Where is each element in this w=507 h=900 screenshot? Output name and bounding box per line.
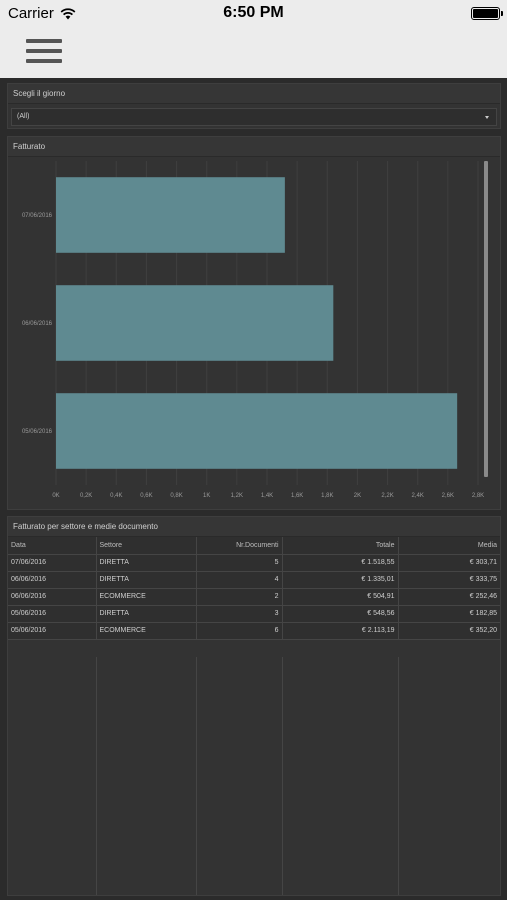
table-row[interactable]: 05/06/2016 ECOMMERCE 6 € 2.113,19 € 352,… <box>8 622 500 640</box>
revenue-chart-panel: Fatturato 0K 0,2K 0,4K 0,6K 0,8K 1K 1,2K 1,4K 1,… <box>7 136 501 510</box>
cell-sector: ECOMMERCE <box>96 622 197 640</box>
cell-average: € 182,85 <box>398 605 500 623</box>
x-tick-label: 1,4K <box>261 493 273 499</box>
cell-sector: DIRETTA <box>96 571 197 589</box>
column-divider <box>96 657 97 895</box>
sector-table-title: Fatturato per settore e medie documento <box>8 517 500 537</box>
bar <box>56 177 285 253</box>
day-select-value: (All) <box>17 113 30 120</box>
column-header-date[interactable]: Data <box>8 537 97 555</box>
cell-doc-count: 3 <box>196 605 283 623</box>
chevron-down-icon <box>485 116 489 119</box>
cell-average: € 333,75 <box>398 571 500 589</box>
y-category-label: 07/06/2016 <box>22 213 53 219</box>
table-row[interactable]: 06/06/2016 DIRETTA 4 € 1.335,01 € 333,75 <box>8 571 500 589</box>
day-selector-title: Scegli il giorno <box>8 84 500 104</box>
table-row[interactable]: 06/06/2016 ECOMMERCE 2 € 504,91 € 252,46 <box>8 588 500 606</box>
cell-sector: ECOMMERCE <box>96 588 197 606</box>
column-divider <box>398 657 399 895</box>
x-tick-label: 2K <box>354 493 361 499</box>
column-header-average[interactable]: Media <box>398 537 500 555</box>
table-row[interactable]: 07/06/2016 DIRETTA 5 € 1.518,55 € 303,71 <box>8 554 500 572</box>
cell-total: € 1.518,55 <box>282 554 399 572</box>
column-divider <box>196 657 197 895</box>
cell-doc-count: 6 <box>196 622 283 640</box>
bar <box>56 285 334 361</box>
x-tick-label: 2,8K <box>472 493 484 499</box>
sector-table-panel: Fatturato per settore e medie documento … <box>7 516 501 896</box>
day-selector-panel: Scegli il giorno (All) <box>7 83 501 129</box>
table-header-row: Data Settore Nr.Documenti Totale Media <box>8 537 500 555</box>
x-tick-label: 1,8K <box>321 493 333 499</box>
cell-average: € 303,71 <box>398 554 500 572</box>
cell-date: 05/06/2016 <box>8 605 97 623</box>
battery-icon <box>471 7 503 20</box>
day-select-dropdown[interactable]: (All) <box>11 108 497 126</box>
cell-total: € 2.113,19 <box>282 622 399 640</box>
cell-total: € 548,56 <box>282 605 399 623</box>
x-tick-label: 1K <box>203 493 210 499</box>
cell-average: € 352,20 <box>398 622 500 640</box>
revenue-chart-title: Fatturato <box>8 137 500 157</box>
cell-date: 06/06/2016 <box>8 571 97 589</box>
status-bar: Carrier 6:50 PM <box>0 0 507 28</box>
x-tick-label: 2,6K <box>442 493 454 499</box>
cell-doc-count: 2 <box>196 588 283 606</box>
cell-doc-count: 5 <box>196 554 283 572</box>
revenue-bar-chart: 0K 0,2K 0,4K 0,6K 0,8K 1K 1,2K 1,4K 1,6K 1,8K 2K 2,… <box>22 161 488 499</box>
column-header-sector[interactable]: Settore <box>96 537 197 555</box>
x-tick-label: 0,8K <box>170 493 182 499</box>
clock: 6:50 PM <box>223 4 284 21</box>
cell-doc-count: 4 <box>196 571 283 589</box>
x-tick-label: 0,6K <box>140 493 152 499</box>
x-tick-label: 0,4K <box>110 493 122 499</box>
column-header-doc-count[interactable]: Nr.Documenti <box>196 537 283 555</box>
y-category-label: 05/06/2016 <box>22 429 53 435</box>
x-tick-label: 1,2K <box>231 493 243 499</box>
bar <box>56 393 458 469</box>
hamburger-menu-icon[interactable] <box>26 39 62 63</box>
x-tick-label: 1,6K <box>291 493 303 499</box>
x-tick-label: 2,4K <box>412 493 424 499</box>
table-row[interactable]: 05/06/2016 DIRETTA 3 € 548,56 € 182,85 <box>8 605 500 623</box>
cell-sector: DIRETTA <box>96 605 197 623</box>
x-tick-label: 0K <box>52 493 59 499</box>
x-tick-label: 2,2K <box>381 493 393 499</box>
nav-bar <box>0 28 507 78</box>
carrier-info: Carrier <box>8 5 76 22</box>
cell-sector: DIRETTA <box>96 554 197 572</box>
cell-date: 07/06/2016 <box>8 554 97 572</box>
chart-scrollbar <box>484 161 488 477</box>
column-divider <box>282 657 283 895</box>
wifi-icon <box>60 7 76 19</box>
cell-total: € 1.335,01 <box>282 571 399 589</box>
cell-date: 05/06/2016 <box>8 622 97 640</box>
cell-date: 06/06/2016 <box>8 588 97 606</box>
carrier-label: Carrier <box>8 5 54 22</box>
cell-total: € 504,91 <box>282 588 399 606</box>
sector-table: Data Settore Nr.Documenti Totale Media 0… <box>8 537 500 640</box>
y-category-label: 06/06/2016 <box>22 321 53 327</box>
x-tick-label: 0,2K <box>80 493 92 499</box>
dashboard-content: Scegli il giorno (All) Fatturato 0K 0,2K 0… <box>0 78 507 900</box>
column-header-total[interactable]: Totale <box>282 537 399 555</box>
cell-average: € 252,46 <box>398 588 500 606</box>
